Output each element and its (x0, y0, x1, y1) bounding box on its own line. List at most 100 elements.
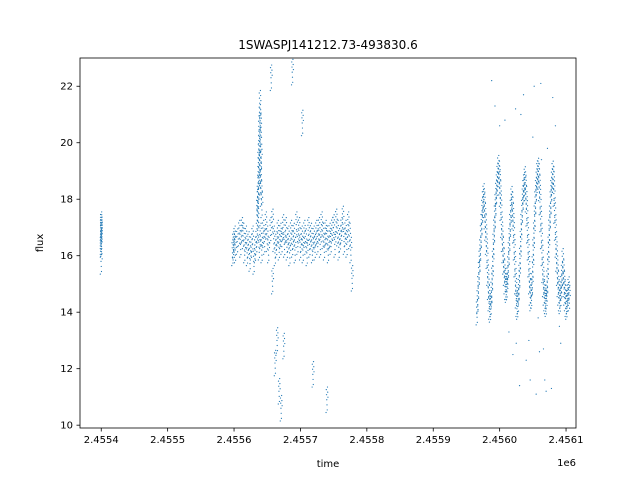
data-point (282, 231, 284, 234)
data-point (534, 215, 536, 217)
data-point (488, 305, 491, 308)
data-point (285, 229, 287, 231)
data-point (258, 130, 260, 133)
data-point (280, 253, 282, 255)
data-point (567, 299, 569, 301)
data-point (273, 375, 275, 377)
data-point (337, 237, 339, 239)
data-point (252, 248, 254, 250)
data-point (489, 298, 491, 300)
data-point (496, 180, 498, 182)
data-point (295, 229, 298, 231)
data-point (528, 268, 530, 270)
data-point (563, 264, 565, 266)
data-point (329, 227, 331, 229)
data-point (487, 287, 489, 289)
data-point (261, 245, 263, 247)
data-point (567, 281, 570, 284)
data-point (261, 153, 263, 155)
data-point (491, 295, 493, 297)
data-point (312, 228, 314, 230)
data-point (242, 235, 244, 237)
data-point (518, 281, 521, 283)
data-point (496, 184, 498, 186)
data-point (500, 180, 502, 182)
data-point (492, 260, 494, 262)
data-point (328, 248, 330, 250)
data-point (324, 245, 326, 247)
data-point (520, 255, 522, 257)
data-point (276, 231, 278, 233)
data-point (100, 239, 103, 242)
data-point (332, 226, 335, 229)
data-point (561, 273, 563, 275)
data-point (348, 225, 350, 227)
data-point (323, 241, 325, 243)
data-point (301, 248, 303, 250)
data-point (231, 265, 233, 267)
data-point (561, 250, 563, 252)
data-point (485, 214, 487, 216)
data-point (234, 225, 236, 227)
data-point (491, 80, 493, 82)
data-point (564, 287, 566, 289)
data-point (246, 235, 248, 237)
data-point (542, 239, 544, 241)
data-point (313, 243, 315, 245)
data-point (492, 243, 495, 246)
data-point (499, 174, 501, 176)
data-point (259, 164, 261, 166)
data-point (557, 278, 559, 280)
data-point (545, 293, 548, 295)
data-point (237, 228, 239, 230)
data-point (522, 94, 525, 96)
data-point (283, 243, 285, 246)
data-point (335, 236, 337, 238)
data-point (244, 241, 246, 244)
data-point (526, 229, 528, 231)
data-point (310, 235, 312, 237)
data-point (477, 310, 479, 312)
data-point (312, 241, 314, 244)
data-point (325, 233, 328, 235)
data-point (256, 238, 259, 240)
data-point (540, 82, 542, 85)
data-point (283, 219, 285, 221)
data-point (100, 232, 102, 234)
data-point (260, 149, 262, 151)
y-tick-label: 14 (60, 308, 73, 319)
data-point (278, 256, 281, 258)
data-point (288, 225, 290, 227)
data-point (545, 298, 547, 300)
data-point (563, 281, 565, 283)
data-point (288, 248, 290, 250)
data-point (285, 234, 287, 236)
data-point (485, 250, 488, 252)
data-point (234, 239, 236, 241)
data-point (239, 219, 241, 221)
data-point (553, 199, 555, 201)
data-point (308, 216, 310, 219)
data-point (493, 219, 495, 221)
data-point (272, 208, 274, 210)
data-point (320, 213, 322, 216)
data-point (272, 218, 275, 220)
data-point (498, 154, 500, 157)
data-point (251, 238, 253, 240)
data-point (528, 275, 530, 277)
data-point (346, 243, 348, 246)
data-point (565, 318, 567, 320)
data-point (341, 208, 343, 210)
data-point (275, 238, 277, 240)
chart-title: 1SWASPJ141212.73-493830.6 (238, 38, 418, 52)
data-point (519, 285, 521, 287)
data-point (325, 242, 327, 244)
data-point (502, 250, 504, 252)
data-point (243, 232, 245, 234)
data-point (293, 245, 295, 247)
data-point (313, 230, 316, 232)
data-point (541, 247, 543, 249)
data-point (522, 207, 524, 209)
data-point (259, 123, 261, 125)
